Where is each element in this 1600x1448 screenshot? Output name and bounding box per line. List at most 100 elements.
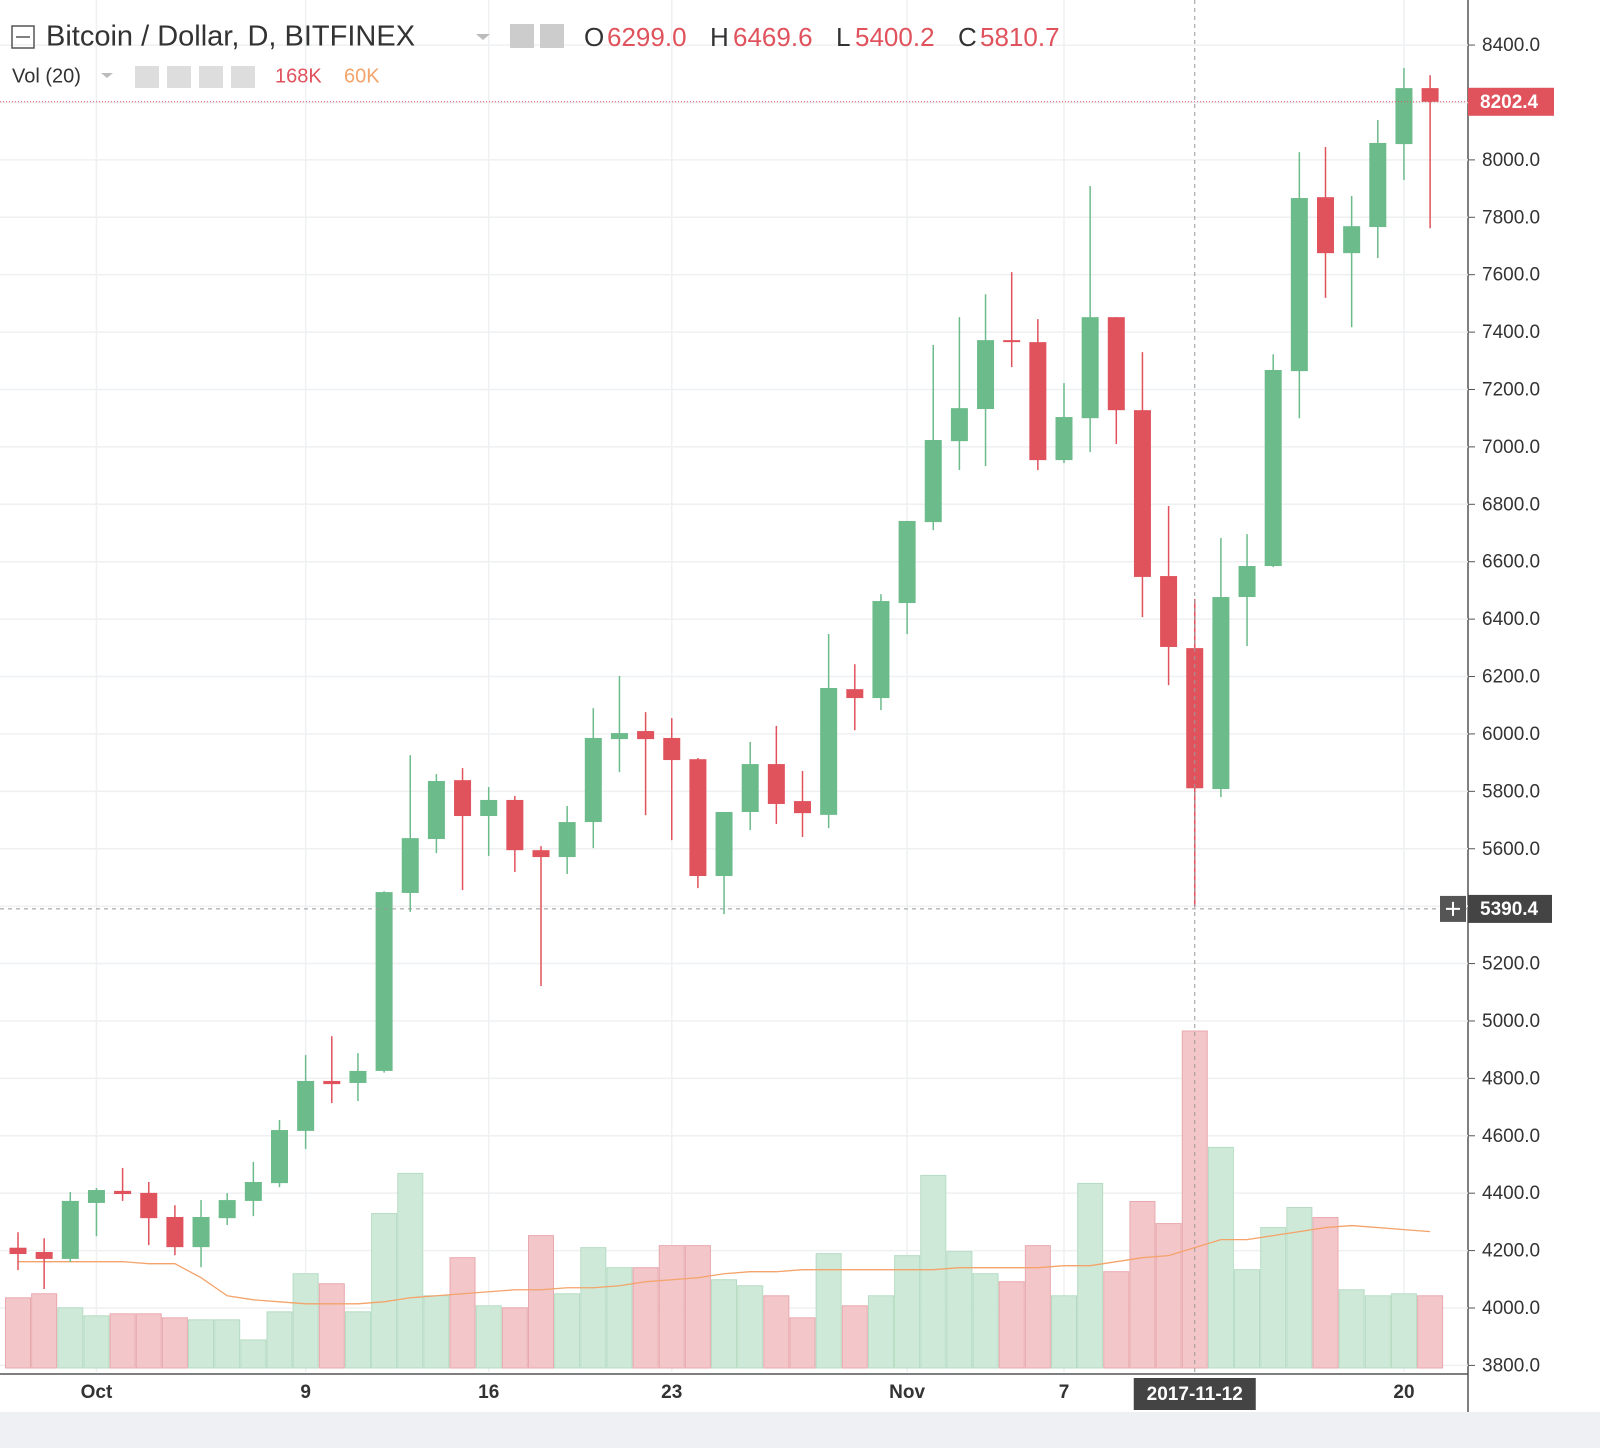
- y-tick-label: 7800.0: [1482, 207, 1540, 228]
- volume-ma-line: [18, 1224, 1431, 1305]
- chart-title: Bitcoin / Dollar, D, BITFINEX: [46, 21, 415, 53]
- remove-icon[interactable]: [231, 66, 255, 88]
- dropdown-icon[interactable]: [101, 73, 113, 78]
- y-tick-label: 5800.0: [1482, 781, 1540, 802]
- y-tick-label: 3800.0: [1482, 1355, 1540, 1376]
- volume-bar: [57, 1307, 84, 1369]
- x-tick-label: 16: [478, 1382, 499, 1403]
- volume-bar: [1207, 1146, 1234, 1369]
- candle-body: [1343, 226, 1361, 254]
- volume-bar: [475, 1305, 502, 1369]
- y-tick-label: 4000.0: [1482, 1298, 1540, 1319]
- candle-body: [140, 1192, 158, 1219]
- legend-open: 6299.0: [607, 22, 687, 52]
- volume-bar: [841, 1305, 868, 1369]
- candle-body: [1107, 317, 1125, 411]
- volume-bar: [240, 1339, 267, 1369]
- legend-volume-ma: 60K: [344, 65, 380, 87]
- volume-bar: [554, 1293, 581, 1369]
- candle-body: [715, 812, 733, 877]
- overlay: 8202.4 5390.4 2017-11-12: [0, 0, 1554, 1410]
- dropdown-icon[interactable]: [476, 34, 490, 40]
- volume-bar: [266, 1311, 293, 1369]
- volume-bar: [1338, 1289, 1365, 1369]
- candle-body: [1081, 317, 1099, 419]
- volume-bar: [31, 1293, 58, 1369]
- volume-bar: [344, 1311, 371, 1369]
- y-tick-label: 8400.0: [1482, 35, 1540, 56]
- volume-bar: [920, 1174, 947, 1369]
- volume-bar: [632, 1267, 659, 1369]
- candle-body: [846, 689, 864, 699]
- y-tick-label: 7400.0: [1482, 322, 1540, 343]
- candle-body: [532, 850, 550, 858]
- volume-bar: [109, 1313, 136, 1369]
- x-tick-label: Oct: [81, 1382, 113, 1403]
- candle-body: [1264, 369, 1282, 567]
- add-icon[interactable]: [199, 66, 223, 88]
- candle-body: [349, 1070, 367, 1083]
- collapse-icon[interactable]: [11, 25, 35, 49]
- candle-body: [271, 1130, 288, 1184]
- x-tick-label: 23: [661, 1382, 682, 1403]
- volume-bar: [737, 1285, 764, 1369]
- y-tick-label: 4400.0: [1482, 1183, 1540, 1204]
- candle-body: [1055, 417, 1073, 461]
- volume-bar: [397, 1172, 424, 1369]
- candle-body: [401, 838, 419, 893]
- y-tick-label: 7600.0: [1482, 265, 1540, 286]
- candle-body: [114, 1190, 132, 1195]
- legend-close: 5810.7: [980, 22, 1060, 52]
- x-tick-label: Nov: [889, 1382, 925, 1403]
- volume-bar: [423, 1295, 450, 1369]
- volume-bar: [135, 1313, 162, 1369]
- candle-body: [741, 764, 759, 813]
- candle-body: [1029, 342, 1047, 461]
- candle-body: [9, 1247, 27, 1255]
- volume-bar: [501, 1307, 528, 1369]
- volume-bar: [1234, 1269, 1261, 1369]
- volume-bar: [946, 1251, 973, 1369]
- volume-bar: [1077, 1182, 1104, 1369]
- volume-bar: [711, 1279, 738, 1369]
- x-tick-label: 9: [300, 1382, 311, 1403]
- x-tick-label: 7: [1059, 1382, 1070, 1403]
- candle-body: [977, 340, 995, 410]
- volume-bar: [1312, 1217, 1339, 1369]
- eye-icon[interactable]: [135, 66, 159, 88]
- y-tick-label: 5000.0: [1482, 1011, 1540, 1032]
- volume-title: Vol (20): [12, 65, 81, 87]
- candle-body: [872, 601, 890, 699]
- candle-body: [1133, 410, 1151, 577]
- y-tick-label: 7000.0: [1482, 437, 1540, 458]
- volume-bar: [1155, 1223, 1182, 1369]
- eye-icon[interactable]: [510, 24, 534, 48]
- candle-body: [820, 688, 838, 815]
- y-tick-label: 4600.0: [1482, 1126, 1540, 1147]
- volume-bar: [449, 1257, 476, 1369]
- candle-body: [166, 1217, 184, 1248]
- legend-high: 6469.6: [733, 22, 813, 52]
- candle-body: [924, 440, 942, 523]
- volume-bar: [188, 1319, 215, 1369]
- y-tick-label: 6400.0: [1482, 609, 1540, 630]
- legend-open-label: O: [584, 22, 604, 52]
- volume-bar: [1390, 1293, 1417, 1369]
- settings-icon[interactable]: [540, 24, 564, 48]
- y-tick-label: 4200.0: [1482, 1241, 1540, 1262]
- volume-bar: [580, 1247, 607, 1369]
- y-tick-label: 6000.0: [1482, 724, 1540, 745]
- candle-body: [218, 1200, 236, 1219]
- settings-icon[interactable]: [167, 66, 191, 88]
- volume-bar: [998, 1281, 1025, 1369]
- y-tick-label: 8000.0: [1482, 150, 1540, 171]
- volume-bar: [867, 1295, 894, 1369]
- volume-bar: [371, 1213, 398, 1369]
- candle-body: [1186, 648, 1204, 789]
- candle-body: [454, 780, 472, 817]
- candle-body: [1395, 88, 1413, 145]
- candle-body: [297, 1080, 315, 1131]
- bottom-bar: [0, 1412, 1600, 1448]
- candle-body: [584, 737, 602, 823]
- volume-bar: [292, 1273, 319, 1369]
